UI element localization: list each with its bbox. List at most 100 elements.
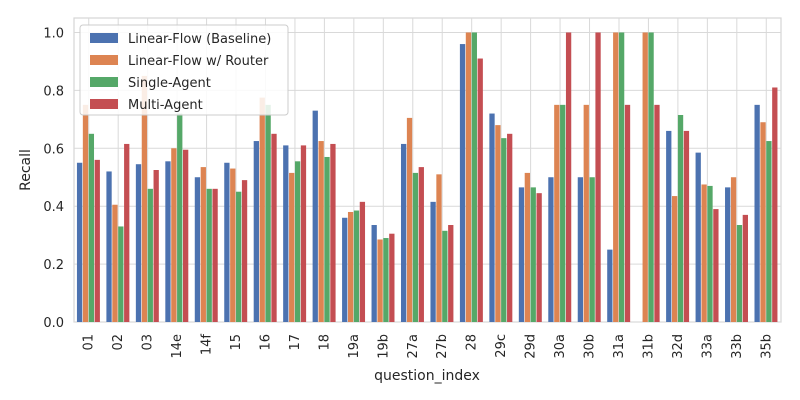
bar-16-series-3 [271, 133, 277, 322]
x-tick-label: 33a [700, 334, 715, 359]
y-axis-label: Recall [18, 149, 34, 191]
legend: Linear-Flow (Baseline) Linear-Flow w/ Rou… [79, 24, 289, 116]
bar-29c-series-2 [501, 138, 507, 322]
bar-19a-series-3 [359, 201, 366, 322]
bar-29c-series-0 [489, 113, 495, 322]
x-tick-label: 02 [111, 334, 126, 351]
bar-33b-series-0 [725, 187, 731, 322]
y-tick-label: 0.0 [43, 316, 64, 331]
bar-14f-series-1 [200, 167, 206, 322]
x-tick-label: 18 [317, 334, 332, 351]
bar-03-series-2 [147, 188, 153, 322]
bar-17-series-2 [294, 161, 301, 322]
bar-33b-series-3 [742, 214, 748, 322]
bar-01-series-1 [82, 104, 89, 322]
bar-01-series-3 [94, 159, 100, 322]
bar-27b-series-0 [430, 201, 436, 322]
bar-28-series-3 [477, 58, 483, 322]
x-tick-label: 33b [730, 334, 745, 359]
legend-label: Linear-Flow (Baseline) [128, 32, 271, 47]
bar-02-series-0 [106, 171, 112, 322]
bar-29c-series-3 [507, 133, 513, 322]
y-axis-ticks: 0.0 0.2 0.4 0.6 0.8 1.0 [43, 26, 64, 331]
bar-19a-series-1 [347, 211, 354, 322]
bar-33a-series-0 [695, 152, 701, 322]
bar-30b-series-2 [589, 177, 595, 322]
bar-15-series-0 [224, 162, 230, 322]
x-tick-label: 17 [288, 334, 303, 351]
bar-27b-series-1 [436, 174, 442, 322]
bar-32d-series-2 [677, 114, 684, 323]
legend-swatch [90, 55, 118, 65]
bars-group [76, 32, 778, 323]
bar-03-series-3 [153, 170, 159, 322]
bar-18-series-1 [318, 141, 324, 322]
bar-33b-series-1 [730, 177, 737, 322]
bar-01-series-0 [76, 162, 83, 322]
legend-label: Multi-Agent [128, 98, 203, 113]
x-tick-label: 31b [641, 334, 656, 359]
bar-29d-series-0 [518, 187, 525, 322]
x-tick-label: 19a [347, 334, 362, 359]
x-tick-label: 30b [583, 334, 598, 359]
bar-29d-series-2 [530, 187, 536, 322]
bar-14e-series-0 [165, 161, 171, 322]
bar-17-series-0 [283, 145, 289, 322]
x-tick-label: 27b [435, 334, 450, 359]
bar-14f-series-3 [212, 188, 218, 322]
bar-02-series-2 [118, 226, 124, 322]
bar-02-series-1 [112, 204, 118, 322]
bar-19b-series-2 [383, 238, 389, 322]
bar-32d-series-1 [672, 196, 678, 322]
bar-33a-series-3 [713, 209, 719, 322]
bar-31a-series-2 [618, 32, 625, 322]
bar-27a-series-0 [400, 143, 407, 322]
x-tick-label: 14f [200, 334, 215, 356]
bar-19a-series-2 [353, 210, 360, 322]
bar-33a-series-2 [707, 185, 713, 322]
bar-27b-series-3 [448, 225, 454, 322]
x-axis-ticks: 01 02 03 14e 14f 15 16 17 18 19a 19b 27a 27b 28 29c 29d… [82, 334, 775, 359]
legend-box [79, 24, 289, 116]
bar-29c-series-1 [495, 125, 501, 323]
bar-32d-series-0 [666, 130, 672, 322]
bar-33b-series-2 [736, 225, 743, 322]
bar-27a-series-3 [418, 167, 424, 322]
bar-29d-series-3 [536, 193, 542, 322]
x-tick-label: 03 [141, 334, 156, 351]
bar-30a-series-3 [565, 32, 572, 322]
bar-02-series-3 [124, 143, 130, 322]
x-tick-label: 32d [671, 334, 686, 359]
bar-30a-series-1 [554, 104, 560, 322]
bar-19b-series-1 [377, 239, 383, 322]
legend-swatch [90, 77, 118, 87]
bar-27a-series-1 [406, 117, 413, 322]
bar-28-series-0 [459, 44, 466, 323]
bar-03-series-1 [141, 75, 148, 323]
legend-swatch [90, 33, 118, 43]
bar-30b-series-0 [577, 177, 584, 322]
bar-31a-series-0 [607, 249, 613, 322]
x-tick-label: 30a [553, 334, 568, 359]
x-tick-label: 14e [170, 334, 185, 359]
x-tick-label: 19b [376, 334, 391, 359]
bar-18-series-0 [312, 110, 318, 323]
bar-03-series-0 [135, 164, 142, 322]
bar-14e-series-2 [177, 113, 183, 322]
bar-16-series-1 [259, 97, 265, 323]
y-tick-label: 0.8 [43, 84, 64, 99]
bar-15-series-2 [236, 191, 242, 322]
bar-19b-series-0 [371, 225, 377, 322]
legend-label: Single-Agent [128, 76, 211, 91]
x-tick-label: 16 [258, 334, 273, 351]
bar-14e-series-3 [183, 149, 189, 322]
x-tick-label: 35b [759, 334, 774, 359]
bar-31b-series-3 [654, 104, 660, 322]
bar-14f-series-0 [194, 177, 201, 322]
bar-17-series-3 [300, 145, 307, 322]
bar-19a-series-0 [342, 217, 348, 322]
bar-30b-series-1 [583, 104, 589, 322]
bar-16-series-0 [253, 141, 259, 322]
